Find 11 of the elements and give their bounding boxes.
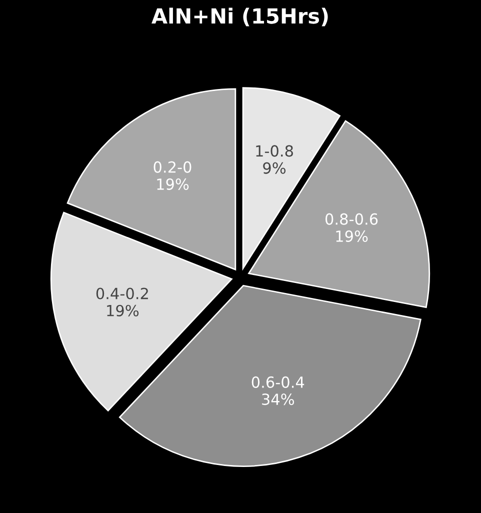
data-label: 19%: [336, 230, 368, 242]
data-label: 19%: [157, 178, 189, 190]
data-label: 9%: [263, 162, 286, 174]
slice-label: 0.6-0.4: [252, 376, 304, 388]
slice-label: 0.8-0.6: [325, 213, 378, 225]
slice-label: 0.4-0.2: [96, 288, 148, 300]
slice-label: 0.2-0: [154, 161, 192, 173]
data-label: 19%: [107, 304, 139, 316]
chart-title: AlN+Ni (15Hrs): [152, 8, 328, 26]
data-label: 34%: [262, 394, 294, 406]
slice-label: 1-0.8: [256, 145, 293, 157]
